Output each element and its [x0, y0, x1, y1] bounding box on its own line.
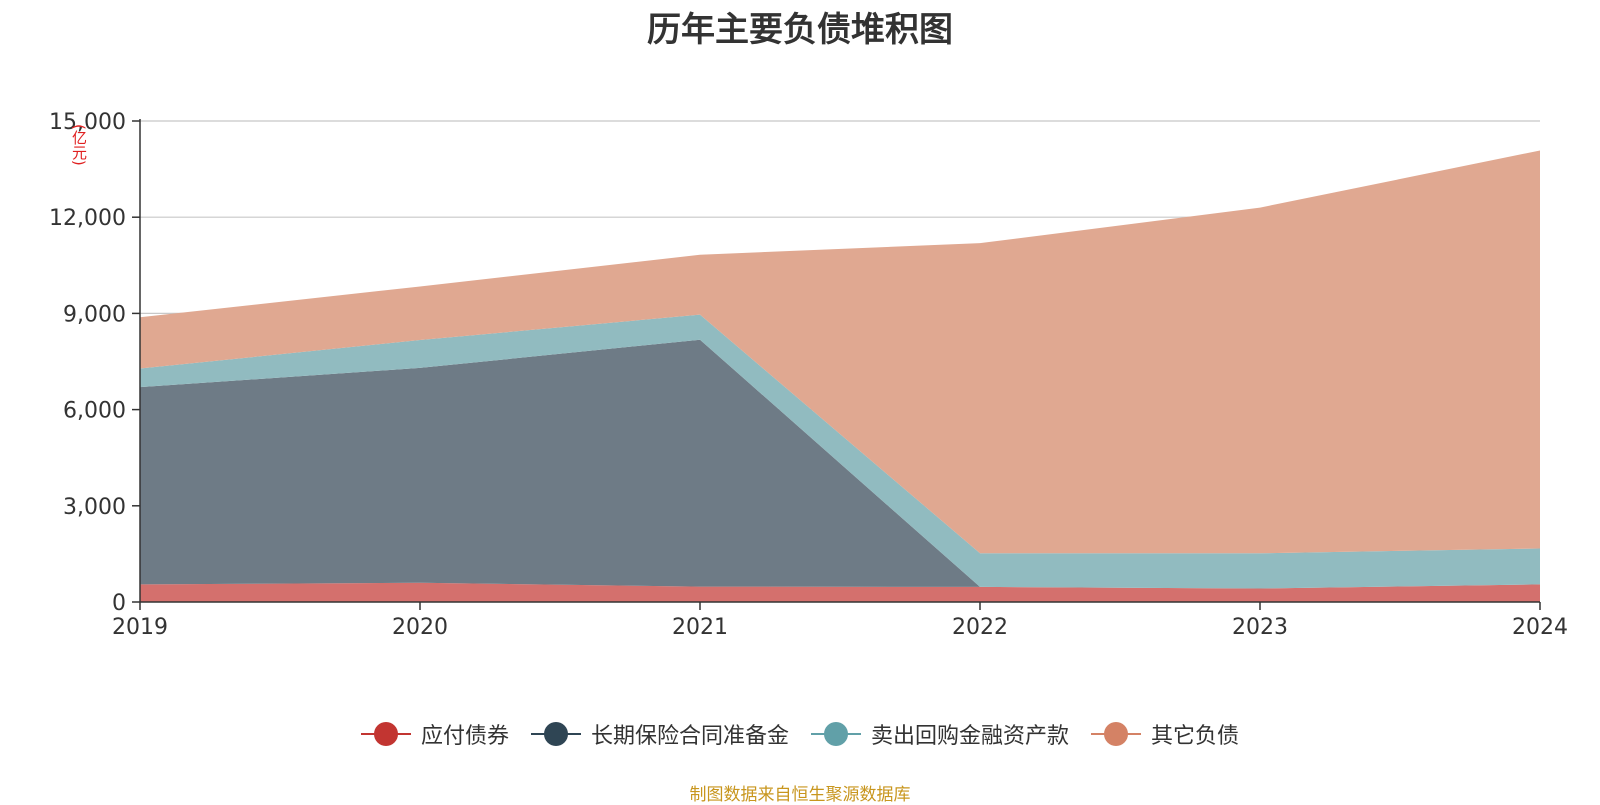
- area-chart: 0 3,000 6,000 9,000 12,000 15,000 2019 2020 202…: [49, 110, 1568, 640]
- y-tick-label-5: 15,000: [49, 110, 126, 135]
- y-tick-label-1: 3,000: [63, 495, 126, 520]
- x-tick-label-2021: 2021: [672, 615, 728, 640]
- legend-marker-repurchase-agreements: [811, 722, 861, 746]
- x-tick-label-2020: 2020: [392, 615, 448, 640]
- area-series-2: [140, 314, 1540, 589]
- legend-label-repurchase-agreements: 卖出回购金融资产款: [871, 724, 1070, 749]
- x-tick-label-2023: 2023: [1232, 615, 1288, 640]
- x-tick-labels: 2019 2020 2021 2022 2023 2024: [112, 615, 1568, 640]
- y-tick-label-2: 6,000: [63, 399, 126, 424]
- x-tick-label-2019: 2019: [112, 615, 168, 640]
- legend-item-long-term-insurance-reserves[interactable]: 长期保险合同准备金: [530, 718, 789, 750]
- y-tick-label-4: 12,000: [49, 206, 126, 231]
- legend-item-repurchase-agreements[interactable]: 卖出回购金融资产款: [811, 718, 1069, 750]
- y-tick-label-0: 0: [112, 591, 126, 616]
- legend-marker-long-term-insurance-reserves: [530, 722, 581, 746]
- data-source-note: 制图数据来自恒生聚源数据库: [689, 785, 911, 805]
- legend: 应付债券 长期保险合同准备金 卖出回购金融资产款 其它负债: [0, 718, 1600, 750]
- area-series-3: [140, 150, 1540, 554]
- y-axis-unit-label: (亿元): [70, 124, 88, 166]
- legend-marker-bonds-payable: [360, 722, 411, 746]
- stacked-areas: [140, 150, 1540, 602]
- axes: [132, 119, 1541, 610]
- x-tick-label-2024: 2024: [1512, 615, 1568, 640]
- legend-label-other-liabilities: 其它负债: [1151, 724, 1240, 749]
- legend-marker-other-liabilities: [1091, 722, 1142, 746]
- y-tick-label-3: 9,000: [63, 302, 126, 327]
- x-tick-label-2022: 2022: [952, 615, 1008, 640]
- legend-label-bonds-payable: 应付债券: [420, 724, 509, 749]
- legend-label-long-term-insurance-reserves: 长期保险合同准备金: [590, 724, 789, 749]
- legend-item-other-liabilities[interactable]: 其它负债: [1091, 718, 1239, 750]
- legend-item-bonds-payable[interactable]: 应付债券: [360, 718, 509, 750]
- area-series-1: [140, 339, 1540, 589]
- chart-title: 历年主要负债堆积图: [647, 10, 953, 50]
- area-series-0: [140, 582, 1540, 602]
- y-tick-labels: 0 3,000 6,000 9,000 12,000 15,000: [49, 110, 126, 616]
